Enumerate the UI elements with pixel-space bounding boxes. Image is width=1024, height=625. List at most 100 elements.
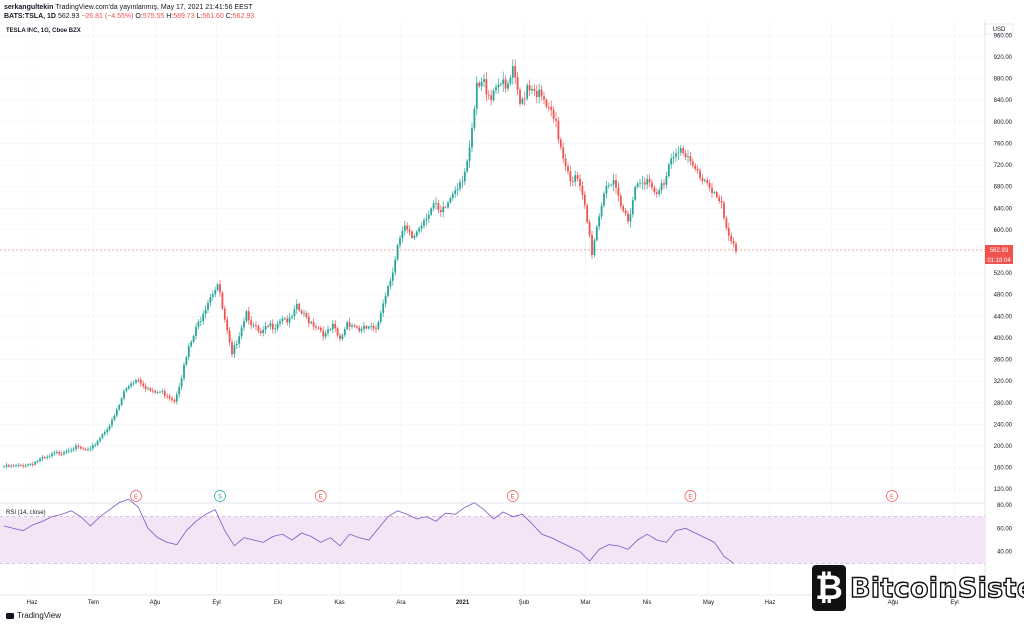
candle-body	[142, 383, 145, 386]
candle	[586, 203, 589, 224]
candle	[449, 196, 452, 204]
candle-body	[89, 448, 92, 450]
candle	[725, 215, 728, 231]
candle	[123, 389, 125, 401]
event-letter: E	[134, 495, 138, 501]
price-tick-label: 600.00	[994, 228, 1013, 234]
candle-body	[533, 88, 536, 92]
candle-body	[679, 148, 682, 153]
candle-body	[730, 235, 733, 242]
symbol-info: BATS:TSLA, 1D	[4, 13, 56, 20]
candle-body	[372, 326, 375, 329]
candle-body	[175, 394, 178, 402]
candle	[430, 207, 433, 216]
candle-body	[125, 388, 128, 392]
candle	[523, 91, 526, 106]
time-tick-label: Şub	[519, 600, 530, 606]
time-tick-label: Eyl	[212, 600, 220, 606]
candle	[665, 171, 668, 189]
event-marker[interactable]: E	[506, 490, 519, 502]
candle	[307, 312, 310, 328]
candle-body	[156, 392, 159, 393]
candle	[387, 284, 389, 298]
candle-body	[591, 235, 593, 256]
candle	[631, 196, 634, 218]
candle	[413, 233, 416, 241]
author-name[interactable]: serkangultekin	[4, 4, 54, 11]
candle	[723, 200, 725, 221]
event-marker[interactable]: E	[886, 490, 898, 502]
candle-body	[355, 326, 358, 328]
candle-body	[576, 175, 579, 179]
candle-body	[672, 156, 675, 159]
event-circle	[314, 490, 327, 502]
candle	[471, 122, 473, 153]
time-tick-label: Kas	[334, 600, 344, 606]
candle	[120, 397, 123, 407]
candle-body	[586, 205, 589, 223]
candle-body	[190, 341, 193, 347]
candle	[651, 179, 653, 191]
candle-body	[24, 465, 27, 467]
candle	[127, 384, 130, 390]
candle	[636, 182, 639, 189]
candle	[339, 332, 341, 342]
event-marker[interactable]: E	[684, 490, 697, 502]
candle	[399, 234, 401, 249]
candle-body	[396, 245, 399, 260]
candle-body	[300, 310, 303, 314]
candle-body	[101, 434, 104, 439]
candle	[204, 305, 207, 319]
candle	[643, 177, 646, 190]
time-tick-label: Ara	[396, 600, 406, 606]
candle-body	[235, 343, 238, 346]
candle-body	[480, 81, 483, 87]
candle-body	[696, 168, 699, 171]
candle-body	[274, 328, 277, 330]
event-marker[interactable]: E	[130, 490, 142, 502]
candle	[360, 326, 363, 334]
candle	[84, 447, 87, 451]
event-marker[interactable]: S	[214, 490, 226, 502]
candle	[24, 463, 27, 469]
candle-body	[259, 331, 262, 333]
price-tick-label: 960.00	[994, 33, 1013, 39]
candle-body	[478, 82, 481, 87]
candle-body	[394, 259, 397, 273]
price-axis[interactable]: 960.00 920.00 880.00 840.00 800.00 760.00 720.…	[994, 33, 1013, 555]
candle-body	[598, 216, 601, 227]
candle	[312, 318, 315, 331]
candle	[303, 309, 305, 318]
candle	[555, 112, 557, 128]
candle-body	[60, 453, 63, 455]
candle-body	[547, 106, 550, 108]
event-marker[interactable]: E	[314, 490, 327, 502]
event-letter: E	[319, 495, 323, 501]
candle	[226, 315, 229, 335]
candle	[161, 388, 164, 395]
candle	[19, 463, 22, 467]
tradingview-logo[interactable]: TradingView	[6, 611, 61, 620]
candle	[617, 181, 620, 202]
candle	[579, 173, 581, 191]
candle	[619, 192, 622, 209]
candle-body	[399, 238, 401, 246]
candle-body	[665, 176, 668, 185]
candle	[607, 182, 610, 189]
candle-body	[653, 187, 656, 193]
candle-body	[144, 385, 147, 390]
instrument-title: TESLA INC, 1G, Cboe BZX	[6, 28, 81, 34]
ohlc-readout: BATS:TSLA, 1D 562.93 −26.81 (−4.55%) O:5…	[4, 13, 254, 20]
candle-body	[495, 87, 497, 91]
time-tick-label: Haz	[27, 600, 38, 606]
candle	[63, 450, 65, 457]
candle	[271, 319, 274, 334]
candle-body	[648, 178, 651, 183]
candle-body	[538, 89, 541, 98]
candle	[576, 171, 579, 182]
candle	[401, 226, 404, 243]
candle-body	[507, 83, 509, 89]
candle	[48, 454, 51, 459]
